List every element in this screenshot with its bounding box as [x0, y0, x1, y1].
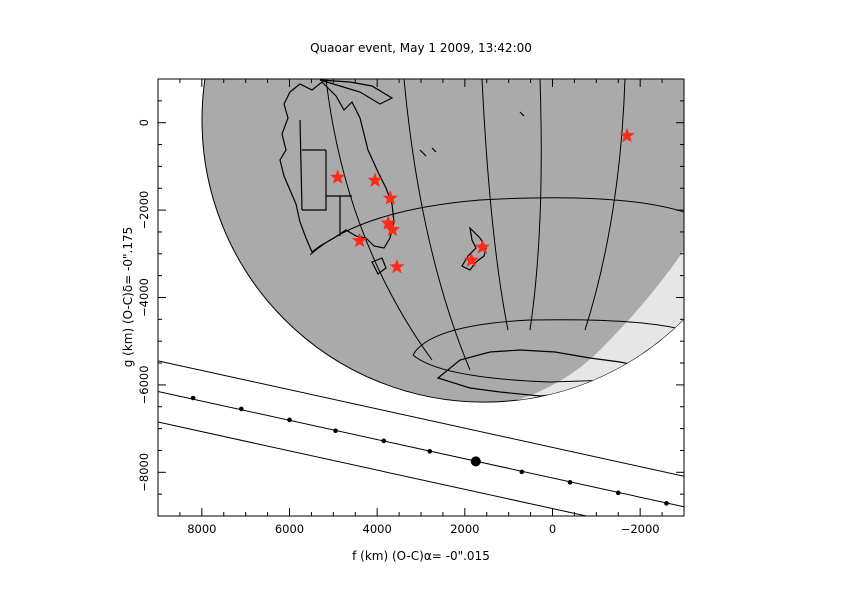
y-tick-label: −6000 [137, 365, 151, 404]
station-star [384, 221, 401, 237]
shadow-south-limit [158, 421, 589, 516]
station-star [352, 232, 368, 248]
y-tick-label: −4000 [137, 278, 151, 317]
time-mark-dot [333, 428, 338, 434]
y-tick-label: 0 [137, 119, 151, 126]
plot-area [158, 79, 684, 516]
earth-graticule [309, 79, 684, 383]
shadow-north-limit [158, 360, 684, 477]
time-mark-dot [381, 438, 387, 444]
station-star [463, 252, 479, 267]
coastline-new-guinea [319, 79, 394, 105]
coastline-tasmania [371, 257, 387, 275]
time-marks [190, 395, 669, 506]
time-mark-dot [238, 406, 244, 412]
state-borders [299, 119, 352, 236]
meridian [481, 79, 509, 331]
time-mark-dot [190, 395, 196, 401]
station-star [380, 215, 396, 230]
time-mark-dot [519, 469, 525, 475]
time-mark-dot [427, 449, 433, 454]
meridian [403, 79, 471, 371]
y-axis-label: g (km) (O-C)δ= -0".175 [121, 227, 135, 368]
x-tick-label: 0 [549, 522, 556, 536]
station-star [389, 258, 405, 274]
y-axis-ticks: 0 −2000 −4000 −6000 −8000 [137, 78, 684, 517]
x-tick-label: 8000 [187, 522, 216, 536]
station-star [382, 190, 398, 205]
x-axis-label: f (km) (O-C)α= -0".015 [352, 549, 490, 563]
shadow-center-line [158, 390, 684, 508]
station-star [619, 127, 635, 143]
meridian [584, 79, 626, 331]
y-tick-label: −8000 [137, 453, 151, 492]
shadow-path [158, 360, 684, 516]
time-mark-dot [664, 501, 669, 506]
closest-approach-marker [470, 456, 481, 467]
coastline-australia [279, 81, 395, 253]
latitude-circle [309, 197, 684, 256]
meridian [325, 79, 433, 361]
x-tick-label: −2000 [621, 522, 660, 536]
station-star [330, 169, 346, 184]
x-tick-label: 4000 [363, 522, 392, 536]
plot-title: Quaoar event, May 1 2009, 13:42:00 [310, 41, 532, 55]
x-tick-label: 6000 [275, 522, 304, 536]
meridian [529, 79, 542, 331]
coastline-pacific-islands [419, 111, 525, 157]
x-tick-label: 2000 [450, 522, 479, 536]
station-star [474, 239, 490, 254]
time-mark-dot [287, 417, 292, 423]
time-mark-dot [567, 480, 573, 485]
earth-night-side [201, 79, 684, 403]
station-star [367, 172, 383, 187]
time-mark-dot [615, 490, 621, 496]
x-axis-ticks: 8000 6000 4000 2000 0 −2000 [157, 79, 685, 536]
observing-stations [330, 127, 635, 274]
earth-globe [201, 79, 684, 403]
y-tick-label: −2000 [137, 191, 151, 230]
